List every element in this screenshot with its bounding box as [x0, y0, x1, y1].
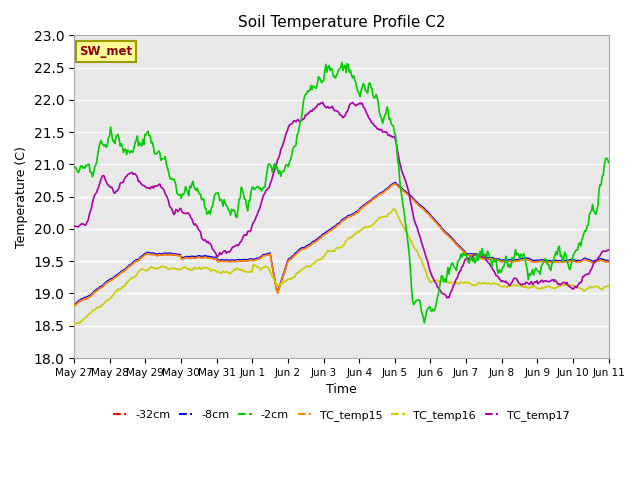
Legend: -32cm, -8cm, -2cm, TC_temp15, TC_temp16, TC_temp17: -32cm, -8cm, -2cm, TC_temp15, TC_temp16,… — [108, 406, 575, 425]
Title: Soil Temperature Profile C2: Soil Temperature Profile C2 — [237, 15, 445, 30]
Text: SW_met: SW_met — [79, 45, 132, 58]
Y-axis label: Temperature (C): Temperature (C) — [15, 146, 28, 248]
X-axis label: Time: Time — [326, 383, 356, 396]
